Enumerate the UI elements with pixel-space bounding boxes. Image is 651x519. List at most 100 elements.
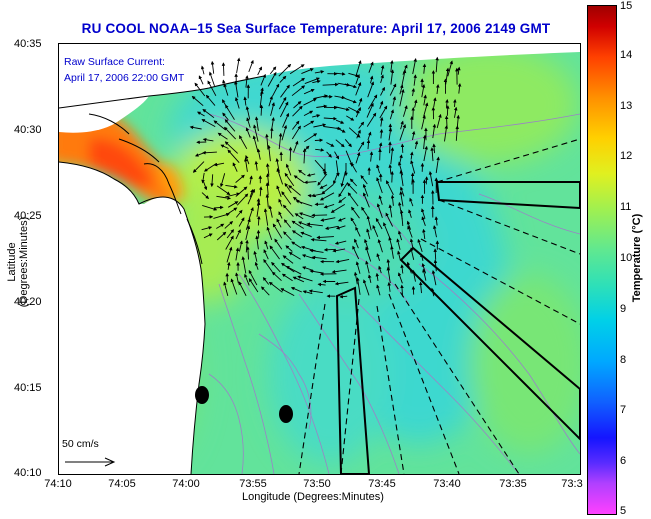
scale-arrow-head (104, 457, 116, 467)
current-vector (289, 64, 305, 75)
current-vector (285, 266, 302, 275)
current-vector (201, 226, 213, 231)
current-vector (360, 174, 368, 185)
current-vector (338, 182, 349, 198)
current-vector (399, 124, 407, 141)
current-vector (361, 206, 368, 216)
current-vector (274, 238, 283, 250)
current-vector (244, 273, 250, 286)
current-vector (455, 125, 459, 141)
current-vector (203, 233, 213, 239)
current-vector (418, 281, 423, 294)
current-vector (358, 97, 363, 107)
current-vector (248, 269, 258, 286)
current-vector (291, 220, 304, 229)
current-vector (336, 72, 346, 76)
current-vector (414, 140, 419, 149)
current-vector (278, 132, 283, 150)
current-vector (386, 180, 394, 196)
current-vector (223, 281, 229, 297)
xtick-label: 73:40 (433, 478, 461, 490)
current-vector (268, 281, 283, 293)
current-vector (265, 182, 270, 196)
current-vector (400, 143, 405, 153)
current-vector (223, 83, 229, 96)
current-vector (290, 287, 302, 293)
current-vector (210, 60, 215, 74)
current-vector (401, 69, 407, 87)
current-vector (346, 182, 358, 194)
current-vector (322, 82, 339, 87)
current-vector (291, 85, 306, 97)
current-vector (379, 116, 384, 127)
current-vector (267, 144, 271, 162)
current-vector (357, 141, 365, 152)
current-vector (234, 80, 239, 98)
current-vector (432, 143, 436, 154)
current-vector (292, 105, 303, 117)
survey-boxes (335, 181, 580, 474)
buoy-marker (279, 405, 293, 423)
current-vector (378, 265, 382, 274)
current-vector (411, 107, 415, 120)
ytick-label: 40:30 (14, 124, 42, 136)
current-vector (397, 230, 403, 241)
current-vector (352, 245, 360, 260)
current-vector (409, 197, 414, 207)
current-vector (303, 110, 314, 116)
ytick-label: 40:25 (14, 210, 42, 222)
current-vector (213, 212, 230, 219)
xtick-label: 73:45 (368, 478, 396, 490)
current-vector (304, 133, 318, 143)
current-vector (291, 241, 302, 249)
current-vector (202, 137, 214, 142)
current-vector (323, 203, 335, 209)
current-vector (285, 163, 292, 176)
current-vector (311, 192, 325, 198)
current-vector (202, 150, 217, 155)
current-vector (230, 278, 238, 295)
current-vector (224, 220, 234, 229)
current-vector (268, 95, 273, 107)
current-vector (422, 134, 427, 150)
current-vector (423, 102, 429, 117)
current-vector (224, 141, 239, 154)
current-vector (236, 193, 249, 206)
current-vector (201, 119, 216, 127)
current-vector (402, 105, 408, 117)
current-vector (269, 127, 274, 139)
current-vector (355, 60, 362, 77)
current-vector (400, 264, 404, 274)
transect-lines (298, 138, 580, 474)
current-vector (235, 247, 240, 261)
current-vector (304, 180, 317, 185)
current-vector (367, 274, 372, 284)
current-vector (254, 116, 259, 132)
ytick-label: 40:15 (14, 382, 42, 394)
current-vector (390, 147, 395, 165)
current-vector (257, 66, 262, 76)
current-vector (445, 105, 450, 116)
current-vector (432, 225, 437, 238)
current-vector (271, 271, 282, 282)
sst-map (58, 43, 581, 475)
current-vector (368, 94, 378, 110)
current-vector (335, 119, 345, 124)
current-vector (278, 63, 292, 77)
current-vector (436, 113, 442, 129)
current-vector (435, 156, 440, 174)
current-vector (407, 225, 413, 238)
current-vector (399, 209, 404, 227)
current-vector (259, 104, 264, 116)
current-vector (380, 86, 385, 96)
current-vector (332, 172, 339, 185)
current-vector (339, 294, 348, 299)
current-vector (222, 112, 229, 121)
current-vector (263, 249, 269, 260)
current-vector (245, 106, 251, 120)
current-vector (276, 218, 282, 228)
current-vector (207, 80, 217, 97)
current-vector (453, 106, 458, 118)
current-vector (265, 193, 270, 208)
current-vector (248, 59, 254, 73)
